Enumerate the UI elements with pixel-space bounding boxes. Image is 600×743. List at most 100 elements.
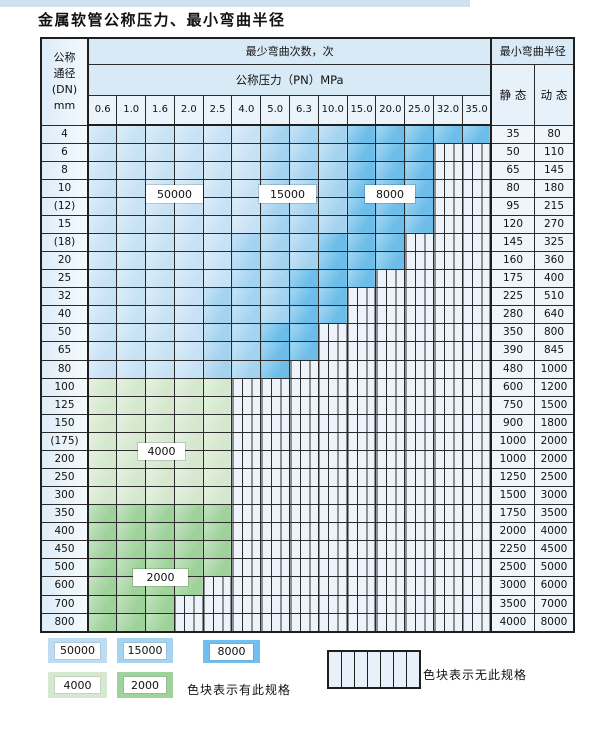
spec-cell <box>231 232 262 253</box>
no-spec-cell <box>289 431 319 451</box>
no-spec-cell <box>461 413 492 433</box>
spec-cell <box>87 612 118 633</box>
no-spec-cell <box>375 540 406 560</box>
spec-cell <box>317 196 348 216</box>
table-row: 300 1500 3000 <box>40 486 575 506</box>
no-spec-cell <box>317 540 348 560</box>
no-spec-cell <box>404 612 435 633</box>
cycles-label-8000: 8000 <box>365 185 415 203</box>
spec-cell <box>260 142 291 162</box>
spec-cell <box>145 540 175 560</box>
dynamic-radius-cell: 2000 <box>533 431 575 451</box>
static-radius-cell: 1500 <box>490 486 535 506</box>
spec-cell <box>87 449 118 469</box>
spec-cell <box>87 467 118 488</box>
spec-cell <box>145 359 175 379</box>
spec-cell <box>116 160 147 180</box>
dynamic-radius-cell: 5000 <box>533 558 575 578</box>
no-spec-cell <box>461 522 492 542</box>
static-radius-cell: 120 <box>490 214 535 234</box>
static-radius-cell: 50 <box>490 142 535 162</box>
dynamic-radius-cell: 400 <box>533 269 575 289</box>
no-spec-cell <box>375 431 406 451</box>
no-spec-cell <box>346 359 377 379</box>
spec-cell <box>202 558 233 578</box>
no-spec-cell <box>375 449 406 469</box>
spec-cell <box>404 124 435 144</box>
spec-cell <box>173 413 204 433</box>
table-row: 700 3500 7000 <box>40 594 575 614</box>
no-spec-cell <box>461 178 492 198</box>
bend-cycles-header: 最少弯曲次数，次 <box>86 37 492 65</box>
no-spec-cell <box>346 341 377 361</box>
spec-cell <box>404 142 435 162</box>
no-spec-cell <box>375 359 406 379</box>
spec-cell <box>87 323 118 343</box>
no-spec-cell <box>317 323 348 343</box>
spec-cell <box>231 214 262 234</box>
static-radius-cell: 80 <box>490 178 535 198</box>
no-spec-cell <box>346 576 377 596</box>
legend-label: 8000 <box>210 643 253 660</box>
no-spec-cell <box>231 558 262 578</box>
dn-header-line: mm <box>53 98 76 112</box>
spec-cell <box>260 305 291 325</box>
spec-cell <box>173 377 204 397</box>
no-spec-cell <box>375 612 406 633</box>
no-spec-cell <box>433 251 463 271</box>
no-spec-cell <box>317 449 348 469</box>
no-spec-cell <box>231 594 262 614</box>
spec-cell <box>202 142 233 162</box>
dn-cell: 50 <box>40 323 89 343</box>
no-spec-cell <box>260 522 291 542</box>
spec-cell <box>145 251 175 271</box>
static-radius-cell: 3000 <box>490 576 535 596</box>
spec-cell <box>231 287 262 307</box>
spec-cell <box>231 124 262 144</box>
no-spec-cell <box>289 540 319 560</box>
no-spec-cell <box>433 504 463 524</box>
legend-swatch-50000: 50000 <box>48 638 107 663</box>
dynamic-radius-cell: 3000 <box>533 486 575 506</box>
table-row: 800 4000 8000 <box>40 612 575 633</box>
static-radius-cell: 750 <box>490 395 535 415</box>
table-row: 100 600 1200 <box>40 377 575 397</box>
static-radius-cell: 3500 <box>490 594 535 614</box>
legend-swatch-15000: 15000 <box>117 638 173 663</box>
dynamic-radius-cell: 270 <box>533 214 575 234</box>
spec-cell <box>87 124 118 144</box>
no-spec-cell <box>375 594 406 614</box>
dynamic-radius-cell: 845 <box>533 341 575 361</box>
spec-cell <box>145 467 175 488</box>
no-spec-cell <box>461 558 492 578</box>
no-spec-cell <box>433 142 463 162</box>
spec-cell <box>116 467 147 488</box>
no-spec-cell <box>404 251 435 271</box>
spec-cell <box>116 196 147 216</box>
no-spec-cell <box>404 413 435 433</box>
table-row: 450 2250 4500 <box>40 540 575 560</box>
spec-cell <box>173 323 204 343</box>
spec-cell <box>260 214 291 234</box>
spec-cell <box>173 287 204 307</box>
dn-cell: 40 <box>40 305 89 325</box>
dn-cell: (18) <box>40 232 89 253</box>
no-spec-cell <box>231 449 262 469</box>
table-row: 15 120 270 <box>40 214 575 234</box>
pressure-column-header: 25.0 <box>404 95 435 126</box>
spec-cell <box>173 269 204 289</box>
no-spec-cell <box>231 522 262 542</box>
no-spec-cell <box>289 377 319 397</box>
no-spec-cell <box>433 377 463 397</box>
spec-cell <box>87 594 118 614</box>
spec-cell <box>202 232 233 253</box>
dn-cell: 300 <box>40 486 89 506</box>
no-spec-cell <box>433 305 463 325</box>
static-header: 静 态 <box>490 64 535 126</box>
dynamic-radius-cell: 4500 <box>533 540 575 560</box>
spec-cell <box>87 504 118 524</box>
static-radius-cell: 2250 <box>490 540 535 560</box>
no-spec-cell <box>433 540 463 560</box>
static-radius-cell: 95 <box>490 196 535 216</box>
no-spec-cell <box>461 377 492 397</box>
